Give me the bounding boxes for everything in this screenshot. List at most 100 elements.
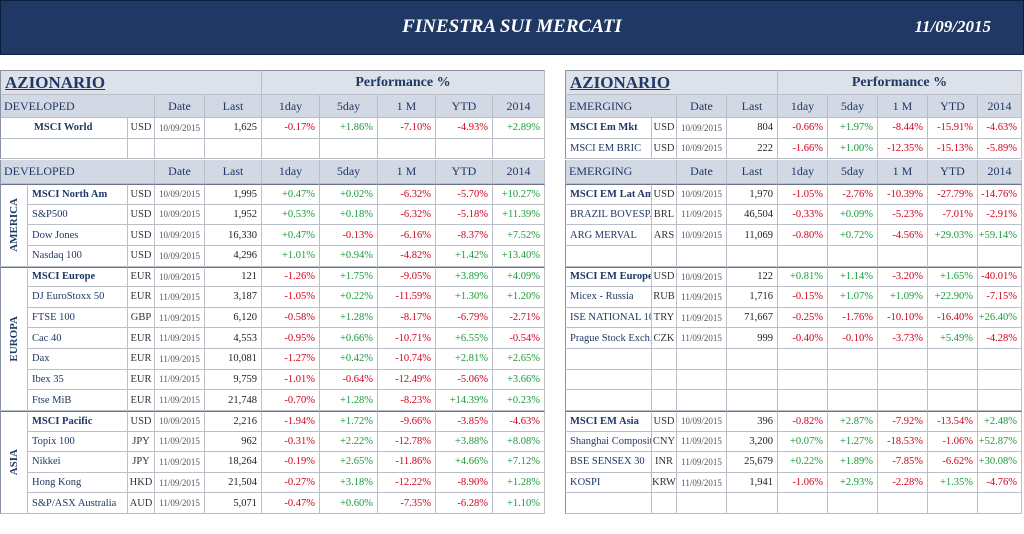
date: 11/09/2015 — [155, 349, 205, 370]
empty-cell — [565, 493, 652, 514]
perf-1day: +0.22% — [778, 452, 828, 473]
perf-2014: +8.08% — [493, 431, 545, 453]
currency: CZK — [652, 328, 677, 349]
currency: BRL — [652, 204, 677, 226]
perf-ytd: -13.54% — [928, 410, 978, 432]
currency: AUD — [128, 493, 155, 514]
date: 11/09/2015 — [155, 431, 205, 453]
perf-1m: -6.16% — [378, 225, 436, 246]
perf-5day: +0.60% — [320, 493, 378, 514]
perf-ytd: +6.55% — [436, 328, 493, 349]
perf-2014: +1.20% — [493, 287, 545, 308]
column-header: 1day — [778, 160, 828, 184]
empty-cell — [928, 493, 978, 514]
currency: USD — [652, 118, 677, 139]
date: 11/09/2015 — [677, 204, 727, 226]
index-name: KOSPI — [565, 472, 652, 494]
index-name: Micex - Russia — [565, 287, 652, 308]
index-name: Dax — [28, 349, 128, 370]
empty-cell — [778, 245, 828, 267]
currency: USD — [652, 410, 677, 432]
empty-cell — [928, 245, 978, 267]
index-name: Ibex 35 — [28, 369, 128, 391]
date: 11/09/2015 — [155, 390, 205, 411]
perf-5day: +0.09% — [828, 204, 878, 226]
last: 9,759 — [205, 369, 262, 391]
last: 4,553 — [205, 328, 262, 349]
perf-1day: -1.01% — [262, 369, 320, 391]
date: 10/09/2015 — [677, 410, 727, 432]
empty-cell — [677, 349, 727, 370]
empty-cell — [778, 349, 828, 370]
empty-cell — [565, 245, 652, 267]
perf-2014: +1.28% — [493, 472, 545, 494]
empty-cell — [205, 138, 262, 160]
perf-1day: -0.27% — [262, 472, 320, 494]
date: 11/09/2015 — [677, 431, 727, 453]
date: 11/09/2015 — [155, 472, 205, 494]
last: 11,069 — [727, 225, 778, 246]
perf-ytd: -1.06% — [928, 431, 978, 453]
header-bar: FINESTRA SUI MERCATI 11/09/2015 — [0, 0, 1024, 55]
perf-1day: +0.47% — [262, 225, 320, 246]
perf-5day: +0.42% — [320, 349, 378, 370]
perf-1m: -10.39% — [878, 184, 928, 205]
currency: KRW — [652, 472, 677, 494]
perf-1day: +0.47% — [262, 184, 320, 205]
perf-5day: +1.72% — [320, 410, 378, 432]
empty-cell — [878, 245, 928, 267]
section-label: DEVELOPED — [0, 160, 155, 184]
column-header: 1day — [262, 160, 320, 184]
column-header: 5day — [828, 95, 878, 118]
perf-1day: -0.19% — [262, 452, 320, 473]
empty-cell — [727, 493, 778, 514]
perf-5day: -2.76% — [828, 184, 878, 205]
column-header: 2014 — [978, 160, 1022, 184]
last: 71,667 — [727, 307, 778, 329]
perf-1day: -1.05% — [778, 184, 828, 205]
region-label: ASIA — [0, 410, 28, 514]
perf-5day: +1.89% — [828, 452, 878, 473]
perf-ytd: +22.90% — [928, 287, 978, 308]
empty-cell — [928, 349, 978, 370]
perf-2014: -40.01% — [978, 266, 1022, 288]
perf-2014: +10.27% — [493, 184, 545, 205]
perf-1day: -0.70% — [262, 390, 320, 411]
index-name: MSCI EM BRIC — [565, 138, 652, 160]
section-label: EMERGING — [565, 95, 677, 118]
perf-1day: -0.47% — [262, 493, 320, 514]
column-header: 2014 — [978, 95, 1022, 118]
perf-5day: +3.18% — [320, 472, 378, 494]
perf-1m: -8.23% — [378, 390, 436, 411]
date: 10/09/2015 — [155, 184, 205, 205]
perf-ytd: -6.28% — [436, 493, 493, 514]
column-header: YTD — [436, 160, 493, 184]
column-header: 2014 — [493, 160, 545, 184]
perf-ytd: +4.66% — [436, 452, 493, 473]
last: 21,504 — [205, 472, 262, 494]
empty-cell — [727, 369, 778, 391]
perf-1m: -4.56% — [878, 225, 928, 246]
empty-cell — [778, 369, 828, 391]
perf-ytd: +29.03% — [928, 225, 978, 246]
perf-5day: +0.94% — [320, 245, 378, 267]
perf-1day: +0.53% — [262, 204, 320, 226]
last: 1,716 — [727, 287, 778, 308]
date: 10/09/2015 — [677, 225, 727, 246]
empty-cell — [155, 138, 205, 160]
last: 3,187 — [205, 287, 262, 308]
column-header: 5day — [320, 160, 378, 184]
perf-ytd: -15.13% — [928, 138, 978, 160]
last: 121 — [205, 266, 262, 288]
currency: USD — [652, 266, 677, 288]
column-header: YTD — [928, 160, 978, 184]
currency: EUR — [128, 369, 155, 391]
perf-5day: +1.07% — [828, 287, 878, 308]
perf-1day: -0.17% — [262, 118, 320, 139]
perf-1day: +0.07% — [778, 431, 828, 453]
perf-2014: +59.14% — [978, 225, 1022, 246]
index-name: MSCI North Am — [28, 184, 128, 205]
perf-2014: +52.87% — [978, 431, 1022, 453]
empty-cell — [828, 493, 878, 514]
perf-1m: -9.66% — [378, 410, 436, 432]
